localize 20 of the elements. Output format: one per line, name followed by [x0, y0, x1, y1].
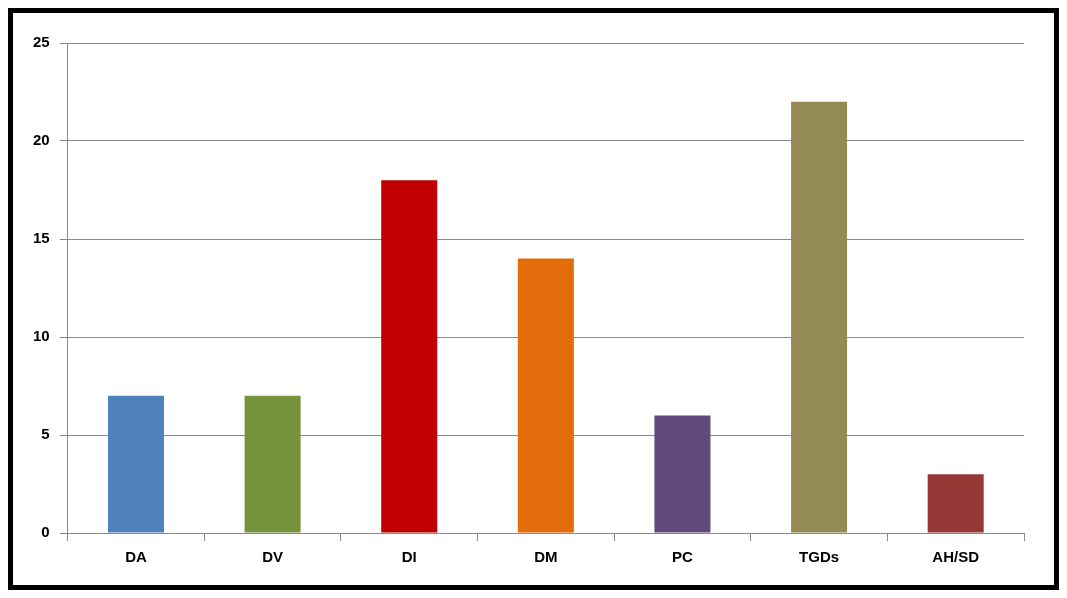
x-tick-label: DM: [534, 548, 558, 566]
y-tick-label: 0: [41, 523, 50, 541]
bar: [244, 395, 301, 533]
x-tick-label: DV: [262, 548, 284, 566]
y-tick-label: 15: [33, 229, 50, 247]
y-tick-label: 20: [33, 131, 50, 149]
y-tick-label: 25: [33, 33, 50, 51]
x-tick-label: DI: [401, 548, 417, 566]
bar: [791, 101, 848, 533]
x-tick-label: PC: [672, 548, 694, 566]
x-tick-label: DA: [125, 548, 147, 566]
bar: [381, 180, 438, 533]
x-tick-label: AH/SD: [932, 548, 980, 566]
y-tick-label: 10: [33, 327, 50, 345]
bar: [517, 258, 574, 533]
x-tick-label: TGDs: [799, 548, 840, 566]
bar: [927, 474, 984, 533]
y-tick-label: 5: [41, 425, 50, 443]
bar: [654, 415, 711, 533]
bar: [107, 395, 164, 533]
